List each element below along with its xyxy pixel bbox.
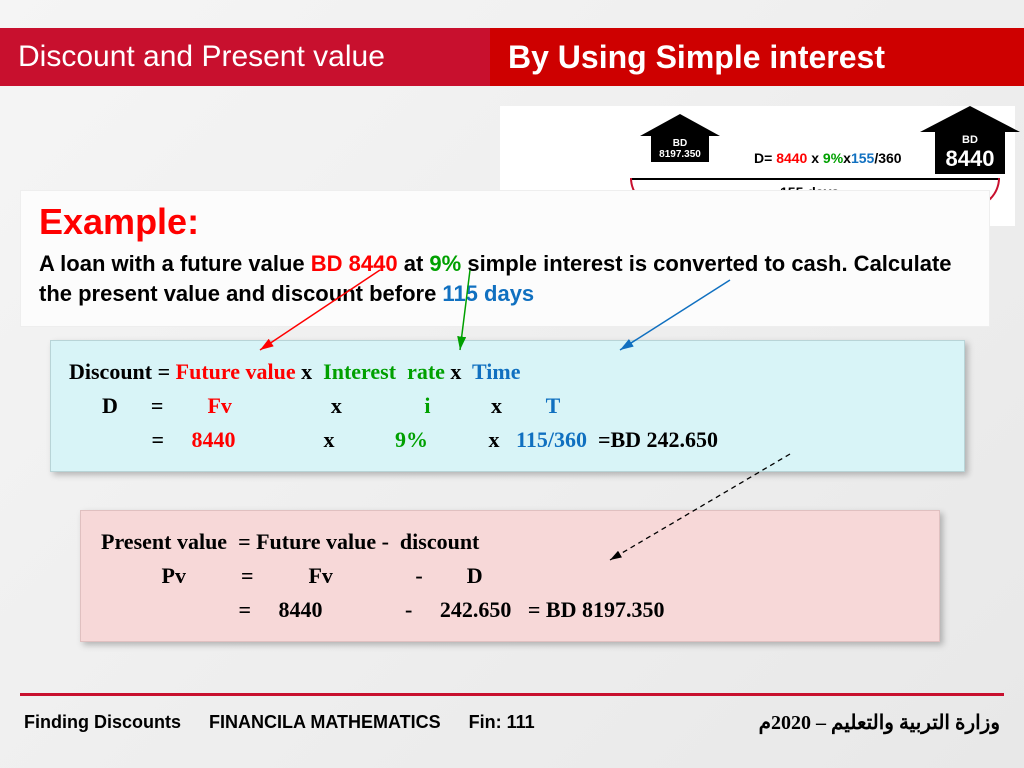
arrow2-currency: BD	[941, 134, 999, 146]
arrow1-value: 8197.350	[657, 149, 703, 160]
present-value-box: Present value = Future value - discount …	[80, 510, 940, 642]
arrow-present-value: BD 8197.350	[640, 114, 720, 162]
example-box: Example: A loan with a future value BD 8…	[20, 190, 990, 327]
example-body: A loan with a future value BD 8440 at 9%…	[39, 249, 971, 308]
footer-ministry: وزارة التربية والتعليم – 2020م	[759, 710, 1000, 735]
pv-row3: = 8440 - 242.650 = BD 8197.350	[101, 593, 919, 627]
footer-left: Finding Discounts FINANCILA MATHEMATICS …	[24, 712, 535, 733]
footer: Finding Discounts FINANCILA MATHEMATICS …	[0, 710, 1024, 735]
example-title: Example:	[39, 201, 971, 243]
discount-row2: D = Fv x i x T	[69, 389, 946, 423]
timeline-formula: D= 8440 x 9%x155/360	[754, 150, 902, 166]
pv-row2: Pv = Fv - D	[101, 559, 919, 593]
arrow-future-value: BD 8440	[920, 106, 1020, 174]
arrow1-currency: BD	[657, 138, 703, 149]
discount-row3: = 8440 x 9% x 115/360 =BD 242.650	[69, 423, 946, 457]
footer-course: FINANCILA MATHEMATICS	[209, 712, 441, 733]
pv-row1: Present value = Future value - discount	[101, 525, 919, 559]
arrow2-value: 8440	[941, 146, 999, 172]
footer-topic: Finding Discounts	[24, 712, 181, 733]
footer-divider	[20, 693, 1004, 696]
discount-row1: Discount = Future value x Interest rate …	[69, 355, 946, 389]
title-right: By Using Simple interest	[490, 28, 1024, 86]
title-left: Discount and Present value	[0, 28, 490, 86]
discount-formula-box: Discount = Future value x Interest rate …	[50, 340, 965, 472]
footer-code: Fin: 111	[469, 712, 535, 733]
